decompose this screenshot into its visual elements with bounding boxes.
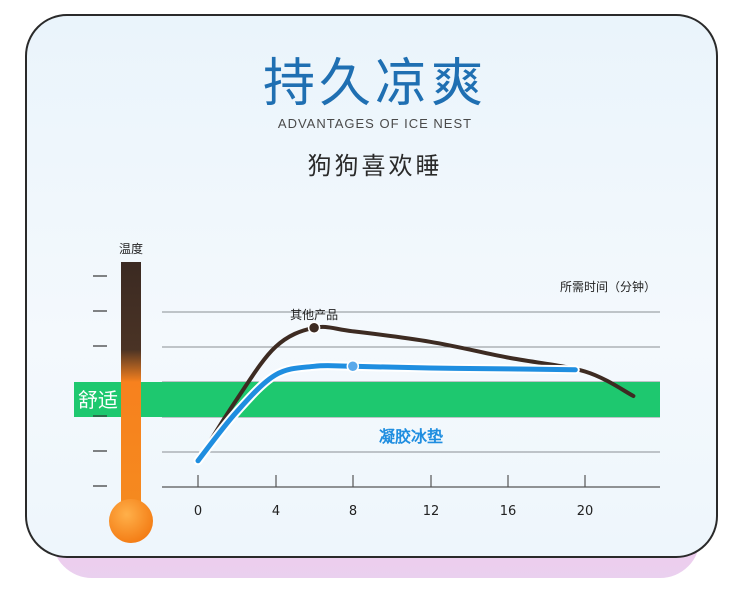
x-tick-label: 16: [500, 504, 517, 519]
thermometer-label: 温度: [119, 241, 143, 256]
series-line: [195, 363, 578, 464]
x-tick-label: 20: [577, 504, 594, 519]
x-tick-label: 12: [423, 504, 440, 519]
series-point: [346, 360, 360, 373]
thermometer-tube: [121, 262, 141, 512]
series-label: 凝胶冰垫: [379, 427, 443, 446]
series-point: [307, 321, 321, 334]
x-axis-ticks: [197, 475, 586, 487]
x-axis-title: 所需时间（分钟）: [560, 279, 656, 294]
x-tick-label: 0: [194, 504, 202, 519]
series-gel-pad: 凝胶冰垫: [193, 360, 580, 466]
page-subtitle: ADVANTAGES OF ICE NEST: [277, 116, 473, 131]
tagline: 狗狗喜欢睡: [307, 152, 443, 180]
x-tick-label: 4: [272, 504, 280, 519]
comfort-label: 舒适: [78, 388, 118, 412]
page-title: 持久凉爽: [262, 54, 487, 114]
series-label: 其他产品: [290, 308, 338, 322]
x-tick-labels: 0 4 8 12 16 20: [194, 504, 593, 519]
thermometer-scale: [93, 275, 107, 487]
thermometer-bulb: [109, 499, 153, 543]
x-tick-label: 8: [349, 504, 357, 519]
comfort-band: [74, 382, 660, 417]
